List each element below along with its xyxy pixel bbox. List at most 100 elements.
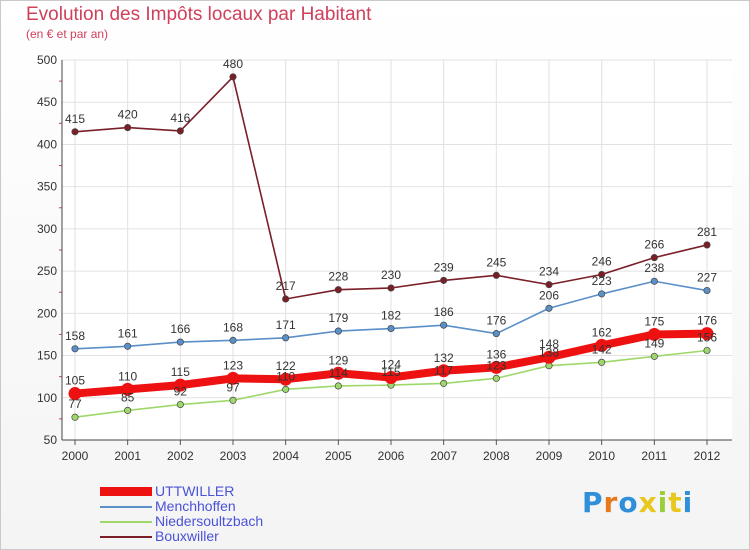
data-point xyxy=(437,364,451,378)
data-point xyxy=(598,270,606,279)
data-label: 416 xyxy=(170,111,190,125)
data-point xyxy=(334,286,342,294)
data-label: 230 xyxy=(381,268,401,282)
data-point xyxy=(71,413,79,421)
legend-label: Bouxwiller xyxy=(155,528,219,544)
x-tick-label: 2003 xyxy=(220,449,247,463)
logo-letter: P xyxy=(582,486,604,519)
data-label: 415 xyxy=(65,112,85,126)
x-tick-label: 2011 xyxy=(641,449,667,463)
x-tick-label: 2007 xyxy=(430,449,457,463)
data-point xyxy=(71,128,79,136)
data-label: 179 xyxy=(328,311,348,325)
data-point xyxy=(492,374,500,382)
legend-swatch xyxy=(100,506,152,508)
data-label: 122 xyxy=(276,359,296,373)
data-label: 123 xyxy=(486,358,506,372)
data-label: 217 xyxy=(276,279,296,293)
data-point xyxy=(700,327,714,341)
data-point xyxy=(703,346,711,355)
data-point xyxy=(334,382,342,390)
data-label: 281 xyxy=(697,225,717,239)
data-point xyxy=(331,366,345,380)
data-point xyxy=(226,371,240,385)
y-tick-label: 350 xyxy=(37,180,57,194)
chart-title: Evolution des Impôts locaux par Habitant xyxy=(26,4,372,25)
data-point xyxy=(124,124,132,132)
logo-letter: r xyxy=(603,486,619,519)
x-tick-label: 2002 xyxy=(167,449,194,463)
y-tick-label: 300 xyxy=(37,222,57,236)
data-label: 132 xyxy=(434,351,454,365)
data-point xyxy=(387,324,395,333)
data-point xyxy=(334,327,342,335)
data-point xyxy=(489,360,503,374)
data-point xyxy=(71,345,79,353)
data-label: 227 xyxy=(697,271,717,285)
data-label: 149 xyxy=(644,336,664,350)
data-label: 85 xyxy=(121,390,135,404)
data-label: 420 xyxy=(118,108,138,122)
data-label: 206 xyxy=(539,288,559,302)
y-tick-label: 400 xyxy=(37,137,57,151)
data-point xyxy=(384,371,398,385)
data-label: 117 xyxy=(434,363,453,377)
data-point xyxy=(650,352,658,360)
data-label: 266 xyxy=(644,238,664,252)
data-label: 158 xyxy=(65,329,85,343)
data-point xyxy=(173,378,187,392)
legend-label: UTTWILLER xyxy=(155,483,235,499)
legend-item: Niedersoultzbach xyxy=(100,514,340,529)
x-tick-label: 2004 xyxy=(272,449,299,463)
data-label: 92 xyxy=(174,385,188,399)
data-point xyxy=(229,336,237,344)
data-point xyxy=(124,406,132,414)
data-label: 156 xyxy=(697,330,717,344)
data-label: 228 xyxy=(328,270,348,284)
data-label: 182 xyxy=(381,309,401,323)
data-label: 142 xyxy=(592,342,612,356)
logo-letter: x xyxy=(638,486,658,519)
legend-swatch xyxy=(100,487,152,496)
y-tick-label: 150 xyxy=(37,349,57,363)
data-point xyxy=(282,295,290,303)
y-tick-label: 200 xyxy=(37,306,57,320)
data-label: 166 xyxy=(170,322,190,336)
data-point xyxy=(598,358,606,366)
y-tick-label: 250 xyxy=(37,264,57,278)
data-label: 161 xyxy=(118,326,138,340)
data-label: 162 xyxy=(592,325,612,339)
data-point xyxy=(650,254,658,262)
x-tick-label: 2008 xyxy=(483,449,510,463)
y-tick-label: 100 xyxy=(37,391,57,405)
data-label: 110 xyxy=(118,369,137,383)
y-tick-label: 500 xyxy=(37,53,57,67)
data-label: 138 xyxy=(539,346,559,360)
data-point xyxy=(598,290,606,298)
data-point xyxy=(545,281,553,289)
logo-letter: t xyxy=(668,486,683,519)
data-label: 245 xyxy=(486,255,506,269)
line-chart: 50 100 150 200 250 300 350 400 450 500 2000 2001 200… xyxy=(37,53,732,463)
data-label: 114 xyxy=(329,366,348,380)
data-point xyxy=(703,241,711,249)
data-label: 115 xyxy=(381,365,400,379)
x-tick-label: 2006 xyxy=(378,449,405,463)
chart-legend: UTTWILLER Menchhoffen Niedersoultzbach Boux… xyxy=(100,484,340,544)
proxiti-logo: Proxiti xyxy=(582,486,693,519)
data-point xyxy=(121,382,135,396)
data-point xyxy=(282,385,290,393)
data-point xyxy=(282,334,290,342)
legend-item: UTTWILLER xyxy=(100,484,340,499)
x-tick-label: 2000 xyxy=(62,449,89,463)
legend-swatch xyxy=(100,536,152,538)
data-point xyxy=(229,73,237,81)
data-point xyxy=(124,342,132,350)
data-label: 234 xyxy=(539,265,559,279)
x-tick-label: 2010 xyxy=(588,449,615,463)
data-label: 97 xyxy=(226,380,240,394)
chart-subtitle: (en € et par an) xyxy=(26,27,109,41)
data-point xyxy=(229,396,237,404)
data-label: 176 xyxy=(486,314,506,328)
data-point xyxy=(595,338,609,352)
